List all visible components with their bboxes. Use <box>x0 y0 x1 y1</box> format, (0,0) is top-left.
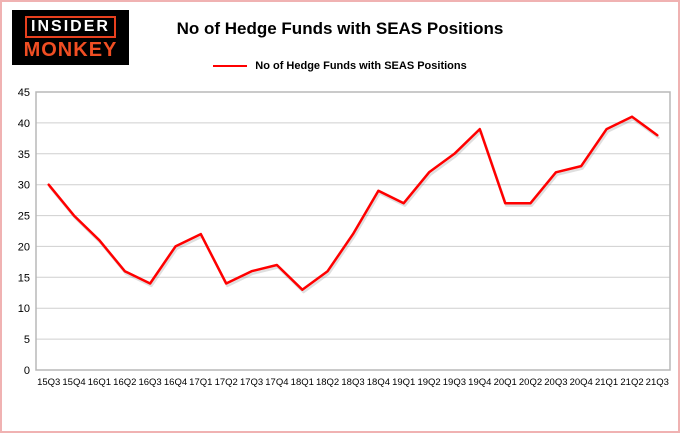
y-tick-label: 35 <box>18 149 30 161</box>
y-tick-label: 20 <box>18 241 30 253</box>
x-tick-label: 15Q3 <box>37 377 60 388</box>
x-tick-label: 18Q1 <box>291 377 314 388</box>
x-tick-label: 16Q1 <box>88 377 111 388</box>
x-tick-label: 18Q2 <box>316 377 339 388</box>
y-tick-label: 5 <box>24 334 30 346</box>
series-line-shadow <box>48 117 660 294</box>
y-tick-label: 30 <box>18 180 30 192</box>
legend: No of Hedge Funds with SEAS Positions <box>2 60 678 72</box>
y-tick-label: 25 <box>18 211 30 223</box>
x-tick-label: 18Q3 <box>341 377 364 388</box>
y-tick-label: 15 <box>18 272 30 284</box>
logo-monkey-text: MONKEY <box>23 38 118 61</box>
x-tick-label: 17Q3 <box>240 377 263 388</box>
x-tick-label: 20Q2 <box>519 377 542 388</box>
logo-insider-text: INSIDER <box>25 15 116 38</box>
x-tick-label: 21Q1 <box>595 377 618 388</box>
line-chart: 0 5 10 15 20 25 30 35 40 45 15Q3 15Q4 16Q1 16Q2 16Q3 16… <box>18 87 671 388</box>
x-tick-label: 21Q3 <box>646 377 669 388</box>
x-tick-label: 16Q4 <box>164 377 187 388</box>
x-tick-label: 20Q4 <box>570 377 593 388</box>
y-tick-label: 40 <box>18 118 30 130</box>
x-tick-label: 16Q2 <box>113 377 136 388</box>
x-tick-label: 19Q1 <box>392 377 415 388</box>
y-tick-label: 0 <box>24 365 30 377</box>
x-tick-label: 20Q3 <box>544 377 567 388</box>
insider-monkey-logo: INSIDER MONKEY <box>12 10 129 65</box>
chart-title: No of Hedge Funds with SEAS Positions <box>176 19 504 38</box>
x-tick-label: 19Q2 <box>417 377 440 388</box>
legend-label: No of Hedge Funds with SEAS Positions <box>255 60 467 72</box>
x-tick-label: 19Q3 <box>443 377 466 388</box>
x-tick-label: 17Q1 <box>189 377 212 388</box>
x-tick-label: 16Q3 <box>138 377 161 388</box>
legend-line-swatch <box>213 65 248 67</box>
x-tick-label: 17Q4 <box>265 377 288 388</box>
x-tick-label: 18Q4 <box>367 377 390 388</box>
plot-border <box>35 91 671 371</box>
y-tick-label: 10 <box>18 303 30 315</box>
y-tick-label: 45 <box>18 87 30 99</box>
x-tick-label: 19Q4 <box>468 377 491 388</box>
x-tick-label: 15Q4 <box>62 377 85 388</box>
series-line <box>47 115 659 291</box>
x-tick-label: 20Q1 <box>494 377 517 388</box>
x-tick-label: 21Q2 <box>620 377 643 388</box>
x-tick-label: 17Q2 <box>215 377 238 388</box>
